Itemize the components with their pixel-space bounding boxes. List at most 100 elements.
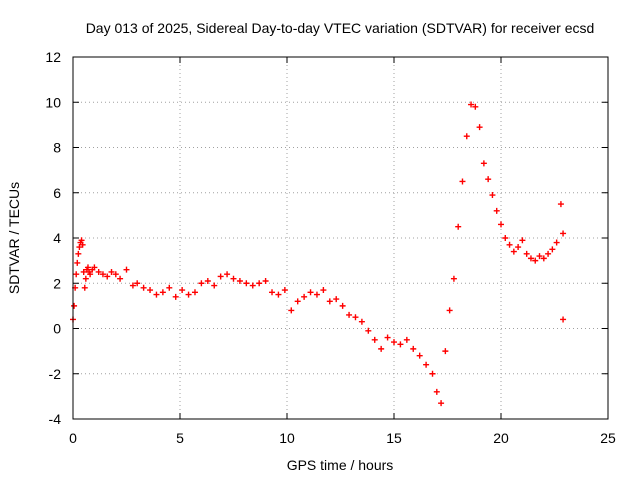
y-tick-label: 2 bbox=[53, 275, 61, 291]
data-point bbox=[560, 230, 567, 237]
data-point bbox=[112, 271, 119, 278]
data-point bbox=[527, 255, 534, 262]
data-point bbox=[108, 268, 115, 275]
data-point bbox=[117, 275, 124, 282]
data-point bbox=[217, 273, 224, 280]
data-point bbox=[243, 280, 250, 287]
x-tick-label: 15 bbox=[386, 430, 402, 446]
data-point bbox=[249, 282, 256, 289]
data-point bbox=[230, 275, 237, 282]
x-tick-label: 10 bbox=[279, 430, 295, 446]
data-point bbox=[515, 244, 522, 251]
data-point bbox=[433, 388, 440, 395]
y-tick-label: 0 bbox=[53, 321, 61, 337]
data-point bbox=[557, 201, 564, 208]
data-point bbox=[523, 250, 530, 257]
data-point bbox=[147, 287, 154, 294]
data-point bbox=[78, 237, 85, 244]
data-point bbox=[76, 244, 83, 251]
data-point bbox=[75, 250, 82, 257]
data-point bbox=[472, 103, 479, 110]
data-point bbox=[506, 241, 513, 248]
data-point bbox=[365, 327, 372, 334]
x-tick-label: 5 bbox=[176, 430, 184, 446]
data-point bbox=[468, 101, 475, 108]
data-point bbox=[429, 370, 436, 377]
data-point bbox=[540, 255, 547, 262]
data-point bbox=[80, 268, 87, 275]
data-point bbox=[384, 334, 391, 341]
data-point bbox=[352, 314, 359, 321]
data-point bbox=[416, 352, 423, 359]
data-point bbox=[450, 275, 457, 282]
data-point bbox=[498, 221, 504, 228]
data-point bbox=[123, 266, 130, 273]
data-point bbox=[179, 287, 186, 294]
data-point bbox=[91, 264, 98, 271]
data-point bbox=[129, 282, 136, 289]
data-point bbox=[397, 341, 404, 348]
data-point bbox=[191, 289, 198, 296]
data-point bbox=[553, 239, 560, 246]
plot-frame bbox=[72, 56, 609, 420]
data-point bbox=[371, 336, 378, 343]
data-point bbox=[536, 253, 543, 260]
data-point bbox=[532, 257, 539, 264]
y-tick-label: 10 bbox=[45, 94, 61, 110]
data-point bbox=[87, 271, 94, 278]
data-point bbox=[224, 271, 231, 278]
x-tick-label: 25 bbox=[600, 430, 616, 446]
data-point bbox=[275, 291, 282, 298]
data-point bbox=[459, 178, 466, 185]
data-point bbox=[446, 307, 453, 314]
data-point bbox=[166, 284, 173, 291]
data-point bbox=[172, 293, 179, 300]
data-point bbox=[71, 302, 78, 309]
data-point bbox=[326, 298, 333, 305]
data-point bbox=[502, 235, 509, 241]
data-point bbox=[339, 302, 346, 309]
data-point bbox=[519, 237, 526, 244]
y-tick-label: 12 bbox=[45, 49, 61, 65]
data-points bbox=[70, 101, 567, 407]
data-point bbox=[256, 280, 263, 287]
data-point bbox=[262, 277, 269, 284]
data-point bbox=[442, 348, 449, 355]
data-point bbox=[74, 259, 81, 266]
data-point bbox=[198, 280, 205, 287]
data-point bbox=[560, 316, 567, 323]
data-point bbox=[140, 284, 147, 291]
data-point bbox=[358, 318, 365, 325]
y-tick-label: 4 bbox=[53, 230, 61, 246]
data-point bbox=[410, 345, 417, 352]
data-point bbox=[95, 268, 102, 275]
data-point bbox=[438, 400, 445, 407]
data-point bbox=[288, 307, 295, 314]
data-point bbox=[236, 277, 243, 284]
data-point bbox=[545, 250, 552, 257]
data-point bbox=[485, 176, 492, 183]
data-point bbox=[159, 289, 166, 296]
data-point bbox=[82, 275, 89, 282]
data-point bbox=[476, 124, 483, 131]
data-point bbox=[185, 291, 192, 298]
y-tick-label: 8 bbox=[53, 140, 61, 156]
data-point bbox=[493, 207, 500, 214]
y-tick-label: -4 bbox=[49, 411, 62, 427]
data-point bbox=[403, 336, 410, 343]
y-tick-label: -2 bbox=[49, 366, 62, 382]
data-point bbox=[333, 296, 340, 303]
data-point bbox=[391, 339, 397, 346]
data-point bbox=[281, 287, 288, 294]
data-point bbox=[423, 361, 430, 368]
x-axis-label: GPS time / hours bbox=[287, 457, 394, 473]
x-tick-label: 0 bbox=[69, 430, 77, 446]
data-point bbox=[269, 289, 276, 296]
data-point bbox=[204, 277, 211, 284]
data-point bbox=[134, 280, 141, 287]
x-tick-label: 20 bbox=[493, 430, 509, 446]
data-point bbox=[510, 248, 517, 255]
data-point bbox=[84, 264, 91, 271]
data-point bbox=[211, 282, 218, 289]
data-point bbox=[79, 241, 86, 248]
